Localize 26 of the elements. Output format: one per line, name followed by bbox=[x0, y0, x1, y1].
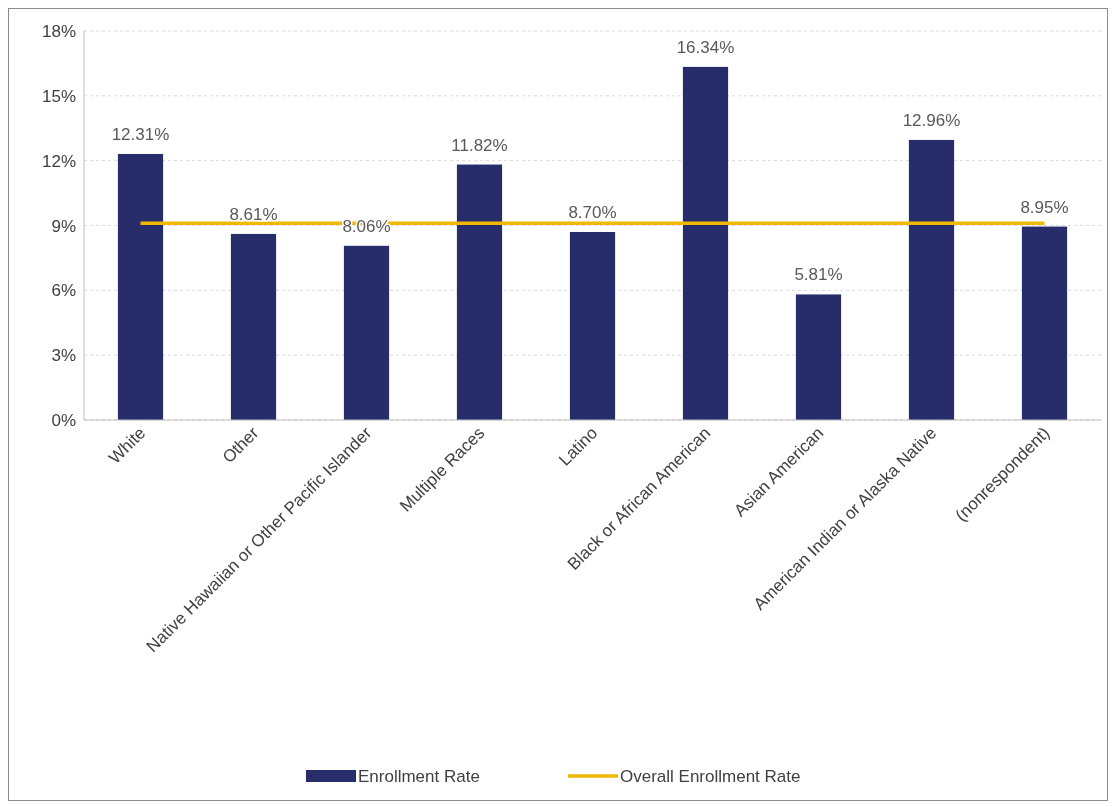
y-tick-label: 6% bbox=[51, 281, 76, 301]
legend-label: Overall Enrollment Rate bbox=[620, 767, 801, 786]
bar bbox=[682, 66, 729, 420]
y-tick-label: 9% bbox=[51, 216, 76, 236]
y-tick-label: 0% bbox=[51, 411, 76, 430]
y-tick-label: 3% bbox=[51, 346, 76, 366]
legend-label: Enrollment Rate bbox=[358, 767, 480, 786]
bar bbox=[117, 153, 164, 420]
bar bbox=[230, 233, 277, 420]
bar bbox=[456, 164, 503, 420]
y-tick-label: 18% bbox=[41, 22, 76, 41]
data-label: 16.34% bbox=[676, 37, 735, 57]
bar bbox=[343, 245, 390, 420]
data-label: 8.70% bbox=[568, 202, 617, 222]
bar bbox=[1021, 226, 1068, 420]
bar bbox=[795, 294, 842, 420]
bar bbox=[908, 139, 955, 420]
data-label: 12.96% bbox=[902, 110, 961, 130]
y-tick-label: 12% bbox=[41, 151, 76, 171]
data-label: 8.95% bbox=[1020, 197, 1069, 217]
data-label: 12.31% bbox=[111, 124, 170, 144]
bar bbox=[569, 231, 616, 420]
data-label: 11.82% bbox=[451, 135, 508, 155]
data-label: 8.61% bbox=[229, 204, 278, 224]
data-label: 5.81% bbox=[794, 265, 843, 285]
y-tick-label: 15% bbox=[41, 86, 76, 106]
